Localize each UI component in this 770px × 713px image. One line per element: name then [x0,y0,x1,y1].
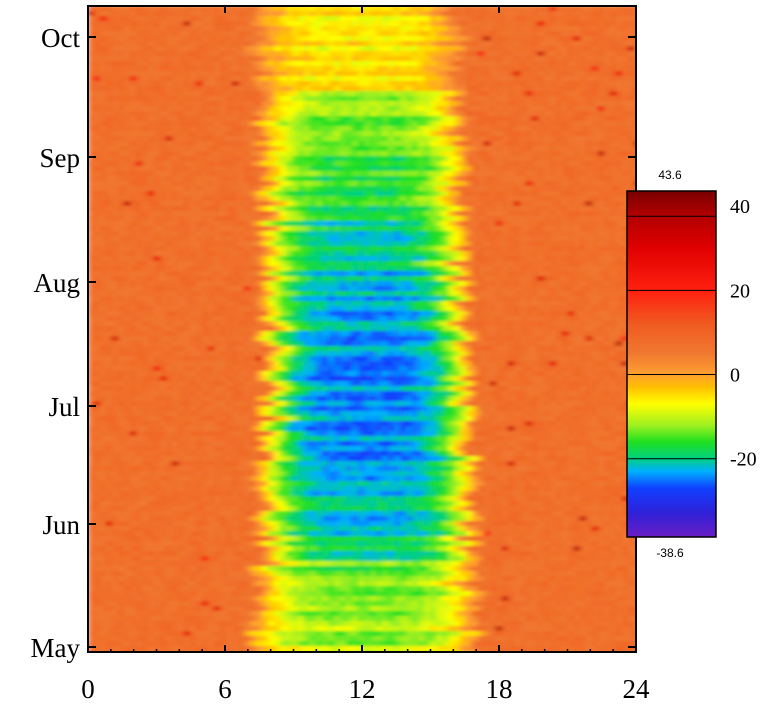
y-tick-label: Jun [42,510,80,540]
y-tick-label: Aug [34,268,81,298]
y-axis: May Jun Jul Aug Sep Oct [31,23,636,663]
x-tick-label: 18 [486,674,513,704]
colorbar-max-label: 43.6 [658,168,682,182]
colorbar-tick-label: 0 [730,365,740,387]
y-tick-label: Jul [48,392,80,422]
y-tick-label: Oct [41,23,80,53]
colorbar-tick-label: 40 [730,196,750,218]
heatmap-cells [88,6,636,652]
colorbar: 43.6 -38.6 40 20 0 -20 [626,168,757,560]
y-tick-label: Sep [40,143,81,173]
x-tick-label: 12 [349,674,376,704]
colorbar-tick-label: -20 [730,449,757,471]
x-axis: 0 6 12 18 24 [81,6,650,704]
y-tick-label: May [31,633,81,663]
plot-area [88,6,636,652]
x-tick-label: 0 [81,674,95,704]
colorbar-bar [626,190,717,538]
colorbar-tick-label: 20 [730,280,750,302]
colorbar-min-label: -38.6 [656,546,684,560]
x-tick-label: 6 [218,674,232,704]
x-tick-label: 24 [623,674,651,704]
